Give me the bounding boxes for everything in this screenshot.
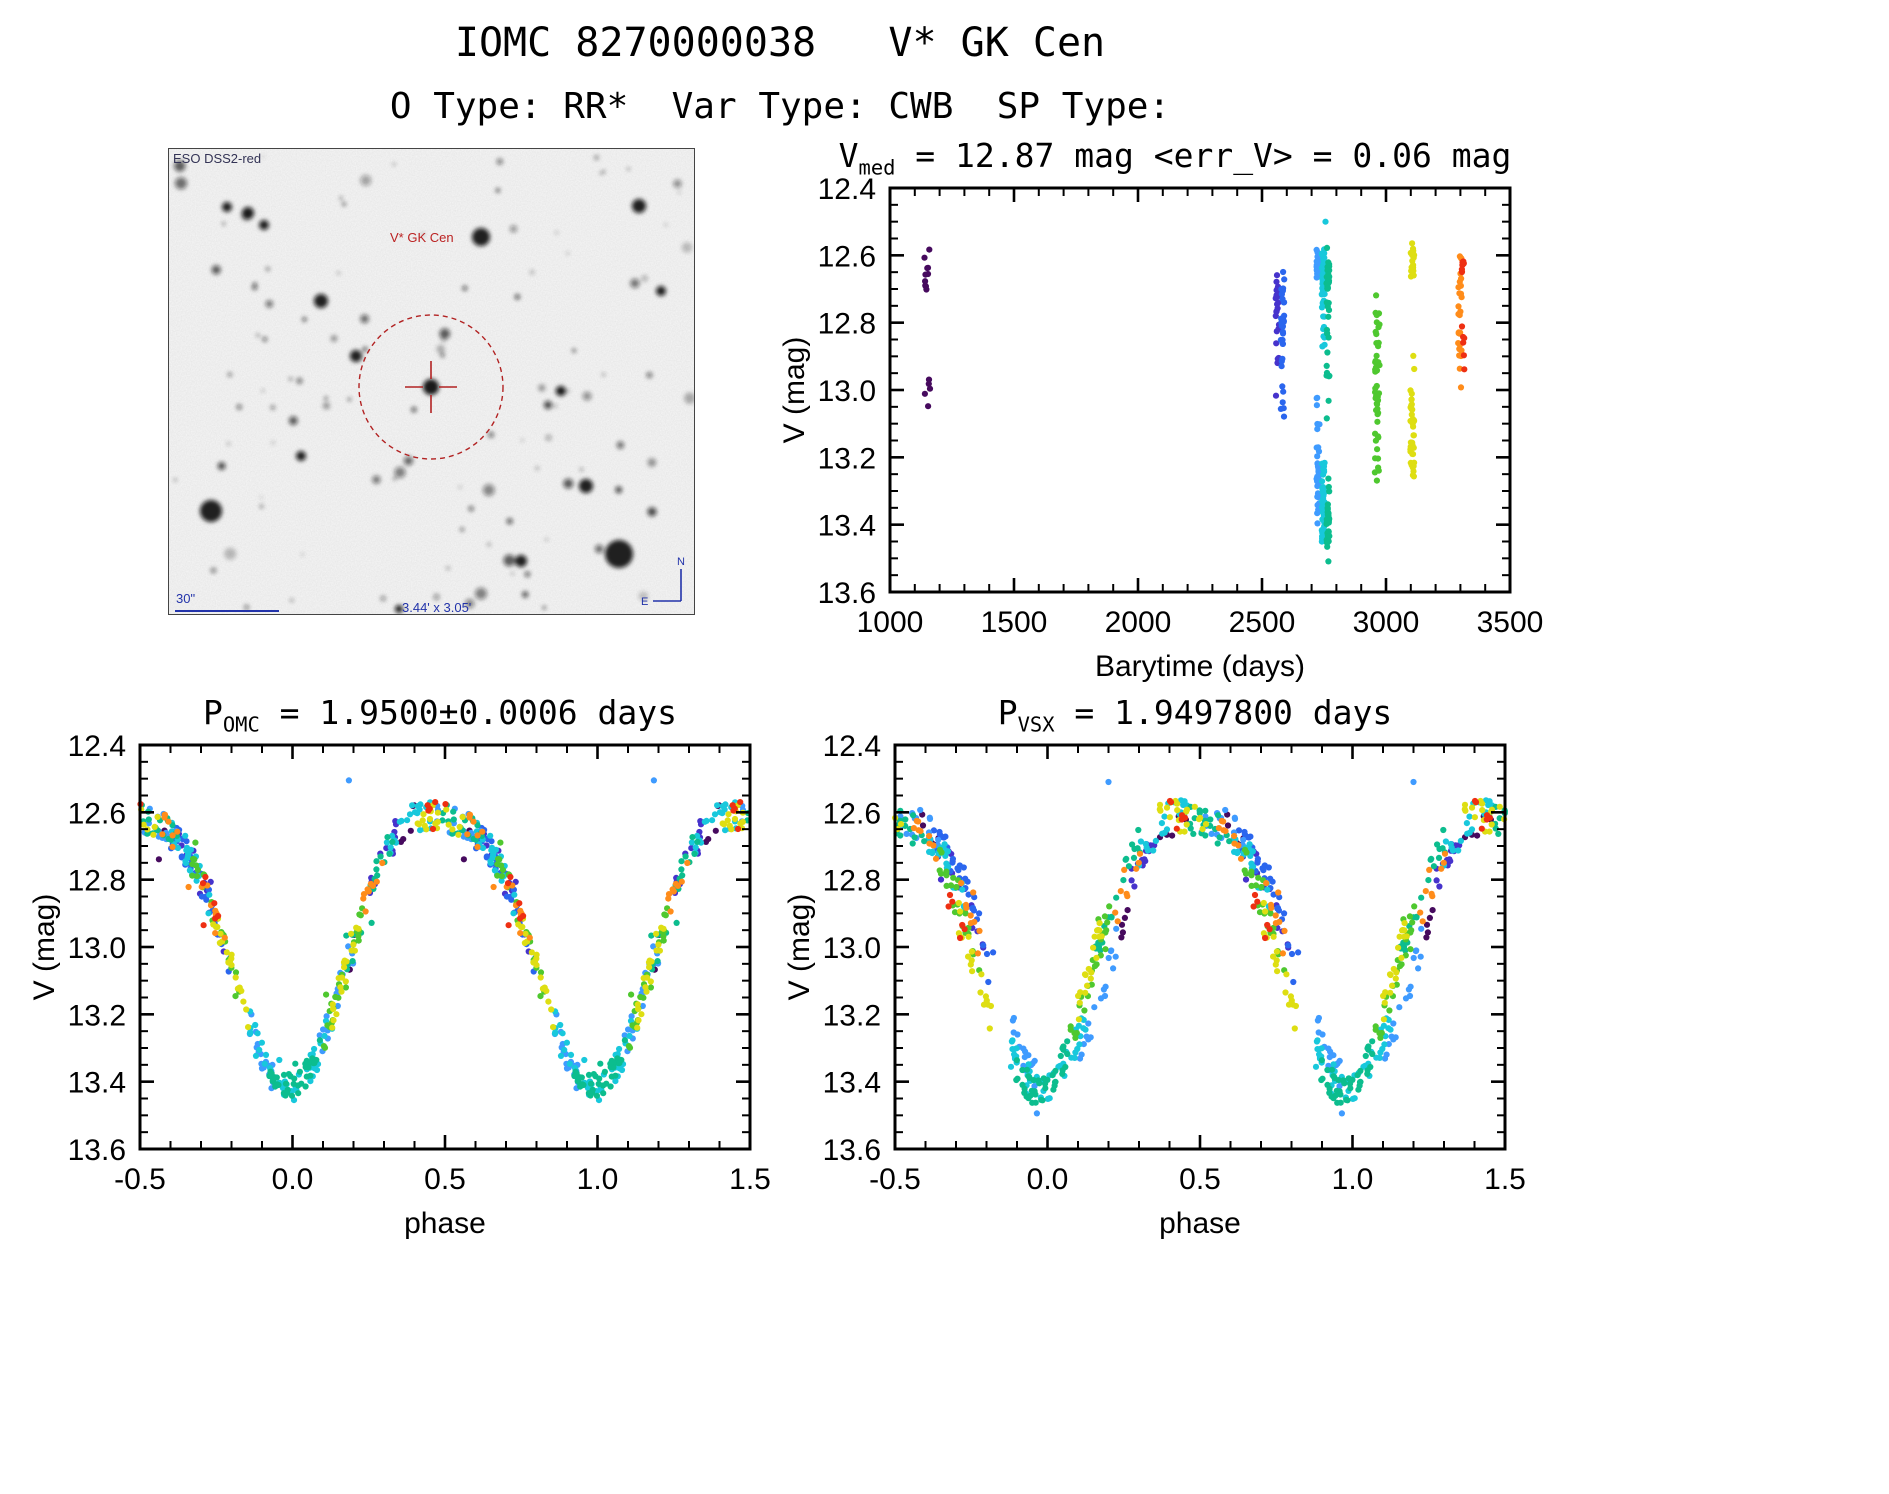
y-tick-label: 13.0: [818, 375, 876, 408]
y-tick-label: 12.4: [823, 730, 881, 763]
y-tick-label: 12.6: [823, 797, 881, 830]
y-tick-label: 12.4: [818, 173, 876, 206]
x-tick-label: 2500: [1229, 606, 1296, 639]
y-tick-label: 13.2: [818, 442, 876, 475]
x-tick-label: 1.0: [1332, 1163, 1374, 1196]
x-tick-label: 3500: [1477, 606, 1544, 639]
y-axis-label: V (mag): [28, 894, 61, 1001]
x-tick-label: 1500: [981, 606, 1048, 639]
y-tick-label: 13.4: [823, 1067, 881, 1100]
y-tick-label: 13.2: [823, 999, 881, 1032]
y-tick-label: 12.6: [818, 240, 876, 273]
y-tick-label: 12.8: [818, 308, 876, 341]
x-axis-label: phase: [1159, 1207, 1241, 1240]
y-axis-label: V (mag): [783, 894, 816, 1001]
x-tick-label: 1.0: [577, 1163, 619, 1196]
x-tick-label: 0.0: [1027, 1163, 1069, 1196]
x-axis-label: phase: [404, 1207, 486, 1240]
data-points: [921, 218, 1468, 565]
x-tick-label: 0.5: [424, 1163, 466, 1196]
finder-scalebar-label: 30": [176, 591, 196, 606]
x-tick-label: 3000: [1353, 606, 1420, 639]
y-tick-label: 13.6: [823, 1134, 881, 1167]
finder-annotations: NE: [175, 314, 685, 612]
x-tick-label: 1.5: [729, 1163, 771, 1196]
phase-vsx-plot: -0.5 0.0 0.5 1.0 1.5 12.4 12.6 12.8 13.0 13.2 13.4…: [783, 730, 1526, 1240]
y-tick-label: 13.4: [68, 1067, 126, 1100]
x-tick-label: 0.5: [1179, 1163, 1221, 1196]
x-axis-label: Barytime (days): [1095, 650, 1305, 683]
finder-target-label: V* GK Cen: [390, 230, 454, 245]
y-tick-label: 12.4: [68, 730, 126, 763]
y-tick-label: 12.8: [68, 865, 126, 898]
y-tick-label: 13.0: [823, 932, 881, 965]
phase-vsx-title: PVSX = 1.9497800 days: [997, 693, 1393, 737]
data-points: [137, 777, 752, 1104]
y-tick-label: 13.6: [68, 1134, 126, 1167]
x-tick-label: 0.0: [272, 1163, 314, 1196]
finder-survey-label: ESO DSS2-red: [173, 151, 262, 166]
data-points: [892, 778, 1508, 1117]
y-tick-label: 13.2: [68, 999, 126, 1032]
axes: -0.5 0.0 0.5 1.0 1.5 12.4 12.6 12.8 13.0 13.2 13.4…: [28, 730, 771, 1240]
x-tick-label: 2000: [1105, 606, 1172, 639]
y-axis-label: V (mag): [778, 337, 811, 444]
axes: -0.5 0.0 0.5 1.0 1.5 12.4 12.6 12.8 13.0 13.2 13.4…: [783, 730, 1526, 1240]
phase-omc-plot: -0.5 0.0 0.5 1.0 1.5 12.4 12.6 12.8 13.0 13.2 13.4…: [28, 730, 771, 1240]
phase-omc-title: POMC = 1.9500±0.0006 days: [202, 693, 678, 737]
compass-east-label: E: [641, 596, 648, 608]
y-tick-label: 13.4: [818, 510, 876, 543]
y-tick-label: 13.0: [68, 932, 126, 965]
star-field: [174, 155, 694, 613]
x-tick-label: 1.5: [1484, 1163, 1526, 1196]
axes: 1000 1500 2000 2500 3000 3500 12.4 12.6 12.8 13.0…: [778, 173, 1543, 683]
x-tick-label: -0.5: [114, 1163, 166, 1196]
target-circle: [358, 314, 504, 460]
x-tick-label: 1000: [857, 606, 924, 639]
y-tick-label: 12.8: [823, 865, 881, 898]
page-title: IOMC 8270000038 V* GK Cen: [454, 20, 1106, 66]
finder-chart-image: NE: [168, 148, 695, 615]
compass-north-label: N: [677, 556, 685, 568]
lightcurve-title: Vmed = 12.87 mag <err_V> = 0.06 mag: [838, 136, 1512, 180]
lightcurve-plot: 1000 1500 2000 2500 3000 3500 12.4 12.6 12.8 13.0…: [778, 173, 1543, 683]
y-tick-label: 12.6: [68, 797, 126, 830]
x-tick-label: -0.5: [869, 1163, 921, 1196]
finder-fov-label: 3.44' x 3.05': [402, 600, 472, 615]
page-subtitle: O Type: RR* Var Type: CWB SP Type:: [389, 86, 1171, 127]
y-tick-label: 13.6: [818, 577, 876, 610]
